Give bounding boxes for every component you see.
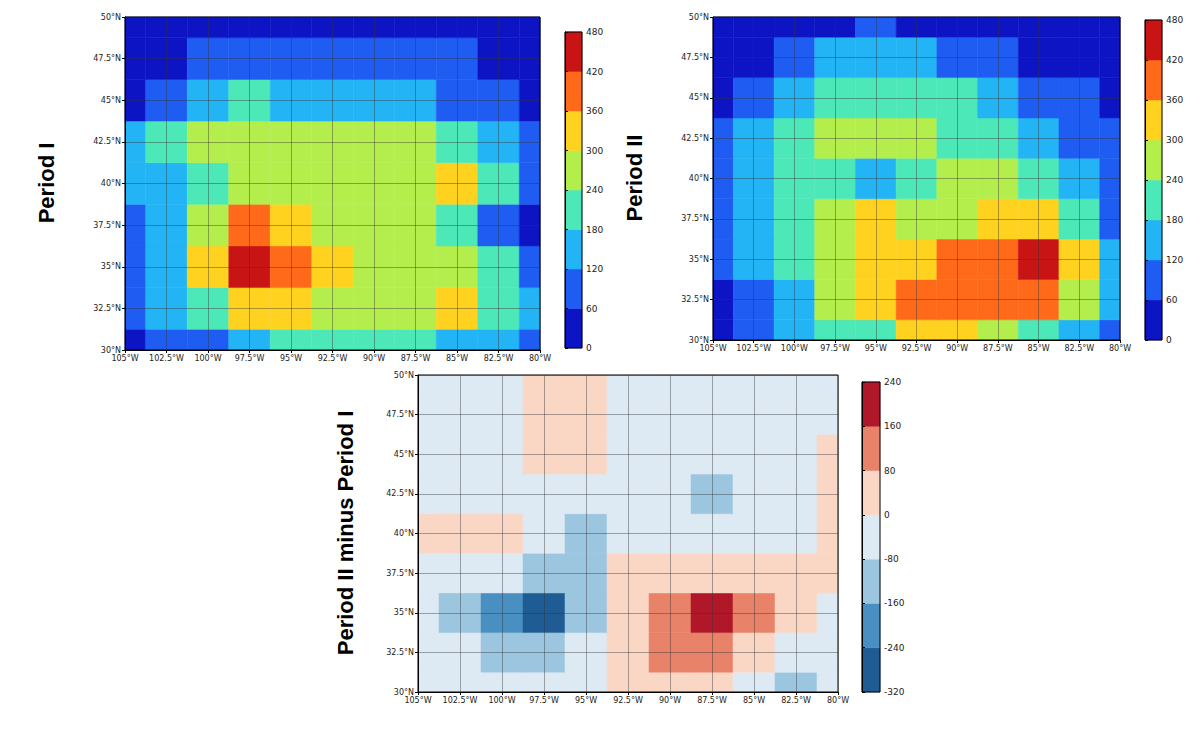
svg-text:82.5°W: 82.5°W (781, 696, 811, 705)
svg-text:90°W: 90°W (659, 696, 681, 705)
svg-text:Period I: Period I (34, 143, 59, 224)
svg-text:0: 0 (884, 510, 890, 520)
svg-text:102.5°W: 102.5°W (443, 696, 478, 705)
svg-text:42.5°N: 42.5°N (681, 134, 709, 143)
svg-text:95°W: 95°W (865, 344, 887, 353)
svg-text:420: 420 (1166, 55, 1183, 65)
svg-text:80°W: 80°W (529, 354, 551, 363)
svg-text:160: 160 (884, 421, 901, 431)
svg-text:45°N: 45°N (689, 93, 709, 102)
svg-text:45°N: 45°N (101, 96, 121, 105)
svg-text:47.5°N: 47.5°N (681, 53, 709, 62)
svg-text:85°W: 85°W (743, 696, 765, 705)
svg-text:97.5°W: 97.5°W (820, 344, 850, 353)
svg-text:92.5°W: 92.5°W (318, 354, 348, 363)
svg-text:82.5°W: 82.5°W (1064, 344, 1094, 353)
svg-text:87.5°W: 87.5°W (983, 344, 1013, 353)
svg-text:480: 480 (1166, 15, 1183, 25)
svg-text:50°N: 50°N (689, 13, 709, 22)
svg-text:97.5°W: 97.5°W (529, 696, 559, 705)
svg-text:60: 60 (1166, 295, 1178, 305)
svg-text:480: 480 (586, 27, 603, 37)
svg-text:300: 300 (1166, 135, 1183, 145)
svg-text:87.5°W: 87.5°W (697, 696, 727, 705)
svg-text:37.5°N: 37.5°N (386, 569, 414, 578)
svg-text:100°W: 100°W (488, 696, 515, 705)
svg-text:Period II minus Period I: Period II minus Period I (333, 411, 358, 656)
svg-text:90°W: 90°W (363, 354, 385, 363)
svg-text:50°N: 50°N (394, 371, 414, 380)
svg-text:92.5°W: 92.5°W (902, 344, 932, 353)
svg-text:32.5°N: 32.5°N (386, 648, 414, 657)
svg-text:30°N: 30°N (688, 335, 709, 345)
svg-text:420: 420 (586, 67, 603, 77)
svg-text:50°N: 50°N (101, 13, 121, 22)
svg-text:100°W: 100°W (781, 344, 808, 353)
svg-text:102.5°W: 102.5°W (736, 344, 771, 353)
svg-text:0: 0 (586, 343, 592, 353)
svg-text:80°W: 80°W (1109, 344, 1131, 353)
svg-text:-240: -240 (884, 643, 905, 653)
svg-text:85°W: 85°W (446, 354, 468, 363)
svg-text:360: 360 (586, 106, 603, 116)
svg-text:360: 360 (1166, 95, 1183, 105)
svg-text:60: 60 (586, 304, 598, 314)
svg-text:97.5°W: 97.5°W (235, 354, 265, 363)
svg-text:87.5°W: 87.5°W (401, 354, 431, 363)
svg-text:300: 300 (586, 146, 603, 156)
svg-text:105°W: 105°W (699, 344, 726, 353)
svg-text:-320: -320 (884, 687, 905, 697)
svg-text:32.5°N: 32.5°N (681, 295, 709, 304)
svg-text:240: 240 (586, 185, 603, 195)
svg-text:80°W: 80°W (827, 696, 849, 705)
svg-text:120: 120 (1166, 255, 1183, 265)
svg-text:30°N: 30°N (100, 345, 121, 355)
svg-text:120: 120 (586, 264, 603, 274)
svg-text:32.5°N: 32.5°N (93, 304, 121, 313)
svg-text:105°W: 105°W (404, 696, 431, 705)
svg-text:30°N: 30°N (393, 687, 414, 697)
svg-text:40°N: 40°N (101, 179, 121, 188)
svg-text:180: 180 (1166, 215, 1183, 225)
svg-text:85°W: 85°W (1028, 344, 1050, 353)
svg-text:90°W: 90°W (946, 344, 968, 353)
svg-text:37.5°N: 37.5°N (681, 214, 709, 223)
svg-text:Period II: Period II (622, 135, 647, 222)
svg-text:40°N: 40°N (689, 174, 709, 183)
svg-text:40°N: 40°N (394, 529, 414, 538)
svg-text:240: 240 (1166, 175, 1183, 185)
svg-text:100°W: 100°W (194, 354, 221, 363)
svg-text:47.5°N: 47.5°N (93, 54, 121, 63)
svg-text:95°W: 95°W (575, 696, 597, 705)
svg-text:92.5°W: 92.5°W (613, 696, 643, 705)
svg-text:82.5°W: 82.5°W (484, 354, 514, 363)
svg-text:42.5°N: 42.5°N (93, 137, 121, 146)
svg-text:80: 80 (884, 466, 896, 476)
svg-text:42.5°N: 42.5°N (386, 489, 414, 498)
svg-text:95°W: 95°W (280, 354, 302, 363)
svg-text:35°N: 35°N (394, 608, 414, 617)
svg-text:105°W: 105°W (111, 354, 138, 363)
svg-text:180: 180 (586, 225, 603, 235)
svg-text:35°N: 35°N (689, 255, 709, 264)
svg-text:45°N: 45°N (394, 450, 414, 459)
svg-text:240: 240 (884, 377, 901, 387)
svg-text:-80: -80 (884, 554, 899, 564)
svg-text:0: 0 (1166, 335, 1172, 345)
svg-text:37.5°N: 37.5°N (93, 221, 121, 230)
svg-text:35°N: 35°N (101, 262, 121, 271)
svg-text:102.5°W: 102.5°W (149, 354, 184, 363)
svg-text:-160: -160 (884, 598, 905, 608)
svg-text:47.5°N: 47.5°N (386, 410, 414, 419)
